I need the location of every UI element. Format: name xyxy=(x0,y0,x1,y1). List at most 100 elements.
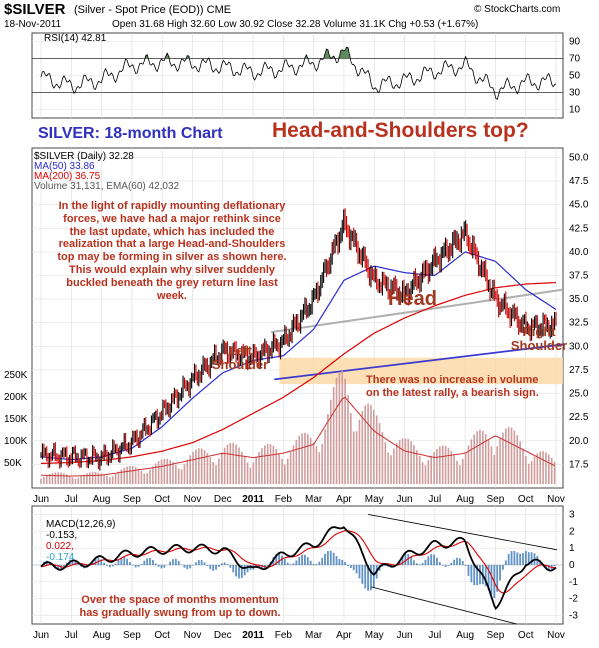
volume-bar xyxy=(393,448,395,484)
macd-histogram-bar xyxy=(398,560,401,565)
volume-bar xyxy=(45,475,48,484)
volume-bar xyxy=(516,435,519,484)
x-tick-label-bottom: Apr xyxy=(336,630,352,641)
macd-histogram-bar xyxy=(470,565,473,583)
macd-histogram-bar xyxy=(189,565,192,569)
volume-bar xyxy=(143,473,146,484)
volume-bar xyxy=(548,454,550,484)
macd-histogram-bar xyxy=(361,565,364,584)
x-tick-label: Sep xyxy=(487,494,505,505)
macd-histogram-bar xyxy=(172,559,174,565)
right-shoulder-label: Right Shoulder xyxy=(510,324,568,353)
x-tick-label-bottom: Nov xyxy=(184,630,202,641)
price-tick-label: 27.5 xyxy=(569,365,589,376)
volume-bar xyxy=(502,432,504,484)
volume-bar xyxy=(312,442,315,484)
macd-histogram-bar xyxy=(212,565,215,571)
volume-bar xyxy=(91,472,94,484)
macd-histogram-bar xyxy=(192,565,194,566)
volume-bar xyxy=(467,445,470,484)
volume-bar xyxy=(315,446,318,484)
macd-histogram-bar xyxy=(238,565,240,579)
volume-bar xyxy=(367,403,369,484)
volume-bar xyxy=(539,451,542,484)
volume-bar xyxy=(401,438,404,484)
macd-histogram-bar xyxy=(151,560,154,565)
x-tick-label: May xyxy=(365,494,384,505)
volume-bar xyxy=(496,446,498,484)
x-tick-label: Aug xyxy=(456,494,474,505)
volume-bar xyxy=(410,441,412,484)
volume-bar xyxy=(83,474,85,484)
volume-bar xyxy=(352,431,355,484)
macd-histogram-bar xyxy=(174,558,177,565)
macd-line xyxy=(40,526,557,611)
chart-date: 18-Nov-2011 xyxy=(4,19,62,30)
x-tick-label-bottom: Dec xyxy=(214,630,232,641)
volume-bar xyxy=(71,477,74,484)
volume-bar xyxy=(77,477,80,484)
volume-bar xyxy=(278,453,280,484)
macd-histogram-bar xyxy=(160,565,163,569)
volume-bar xyxy=(307,434,309,484)
x-tick-label: Aug xyxy=(93,494,111,505)
chart-symbol-desc: (Silver - Spot Price (EOD)) CME xyxy=(74,4,231,16)
volume-bar xyxy=(206,453,209,484)
volume-bar xyxy=(550,457,553,484)
macd-histogram-bar xyxy=(304,554,306,565)
macd-histogram-bar xyxy=(232,565,235,573)
volume-bar xyxy=(461,458,464,484)
volume-bar xyxy=(220,452,223,484)
macd-histogram-bar xyxy=(106,565,108,566)
volume-bar xyxy=(200,448,203,484)
x-tick-label-bottom: Jun xyxy=(396,630,412,641)
volume-bar xyxy=(493,454,496,484)
volume-bar xyxy=(421,462,424,484)
macd-histogram-bar xyxy=(502,565,504,570)
macd-histogram-bar xyxy=(487,565,490,590)
macd-histogram-bar xyxy=(332,552,335,565)
volume-bar xyxy=(430,455,432,484)
price-tick-label: 32.5 xyxy=(569,318,589,329)
macd-note: Over the space of months momentum has gr… xyxy=(79,594,281,619)
volume-bar xyxy=(88,472,91,484)
volume-bar xyxy=(192,451,194,484)
macd-histogram-bar xyxy=(126,558,128,565)
macd-histogram-bar xyxy=(433,554,435,565)
rsi-tick-label: 30 xyxy=(569,88,581,99)
macd-histogram-bar xyxy=(341,559,344,565)
macd-histogram-bar xyxy=(461,560,464,565)
volume-bar xyxy=(252,462,255,484)
macd-histogram-bar xyxy=(430,554,433,565)
volume-bar xyxy=(43,476,45,484)
macd-histogram-bar xyxy=(318,561,321,565)
volume-bar xyxy=(416,450,418,484)
volume-bar xyxy=(235,444,237,484)
volume-bar xyxy=(97,472,100,484)
macd-histogram-bar xyxy=(157,565,160,567)
volume-bar xyxy=(238,447,240,484)
volume-bar xyxy=(530,461,533,484)
volume-bar xyxy=(66,474,68,484)
volume-bar xyxy=(226,444,229,484)
volume-bar xyxy=(149,469,151,484)
volume-bar xyxy=(60,472,62,484)
volume-bar xyxy=(381,432,384,484)
volume-bar xyxy=(510,427,513,484)
volume-bar xyxy=(232,443,235,484)
x-tick-label-bottom: Aug xyxy=(93,630,111,641)
volume-bar xyxy=(355,431,358,484)
volume-bar xyxy=(341,370,344,484)
macd-value-2: 0.022, xyxy=(46,541,74,552)
volume-bar xyxy=(123,467,126,484)
x-tick-label-bottom: May xyxy=(365,630,384,641)
macd-histogram-bar xyxy=(344,562,347,565)
x-tick-label: Jul xyxy=(65,494,78,505)
volume-bar xyxy=(269,444,272,484)
volume-note: There was no increase in volume on the l… xyxy=(366,374,539,399)
macd-histogram-bar xyxy=(367,565,369,591)
macd-histogram-bar xyxy=(450,562,453,565)
volume-bar xyxy=(358,419,361,484)
x-tick-label: Mar xyxy=(305,494,323,505)
volume-bar xyxy=(484,434,487,484)
